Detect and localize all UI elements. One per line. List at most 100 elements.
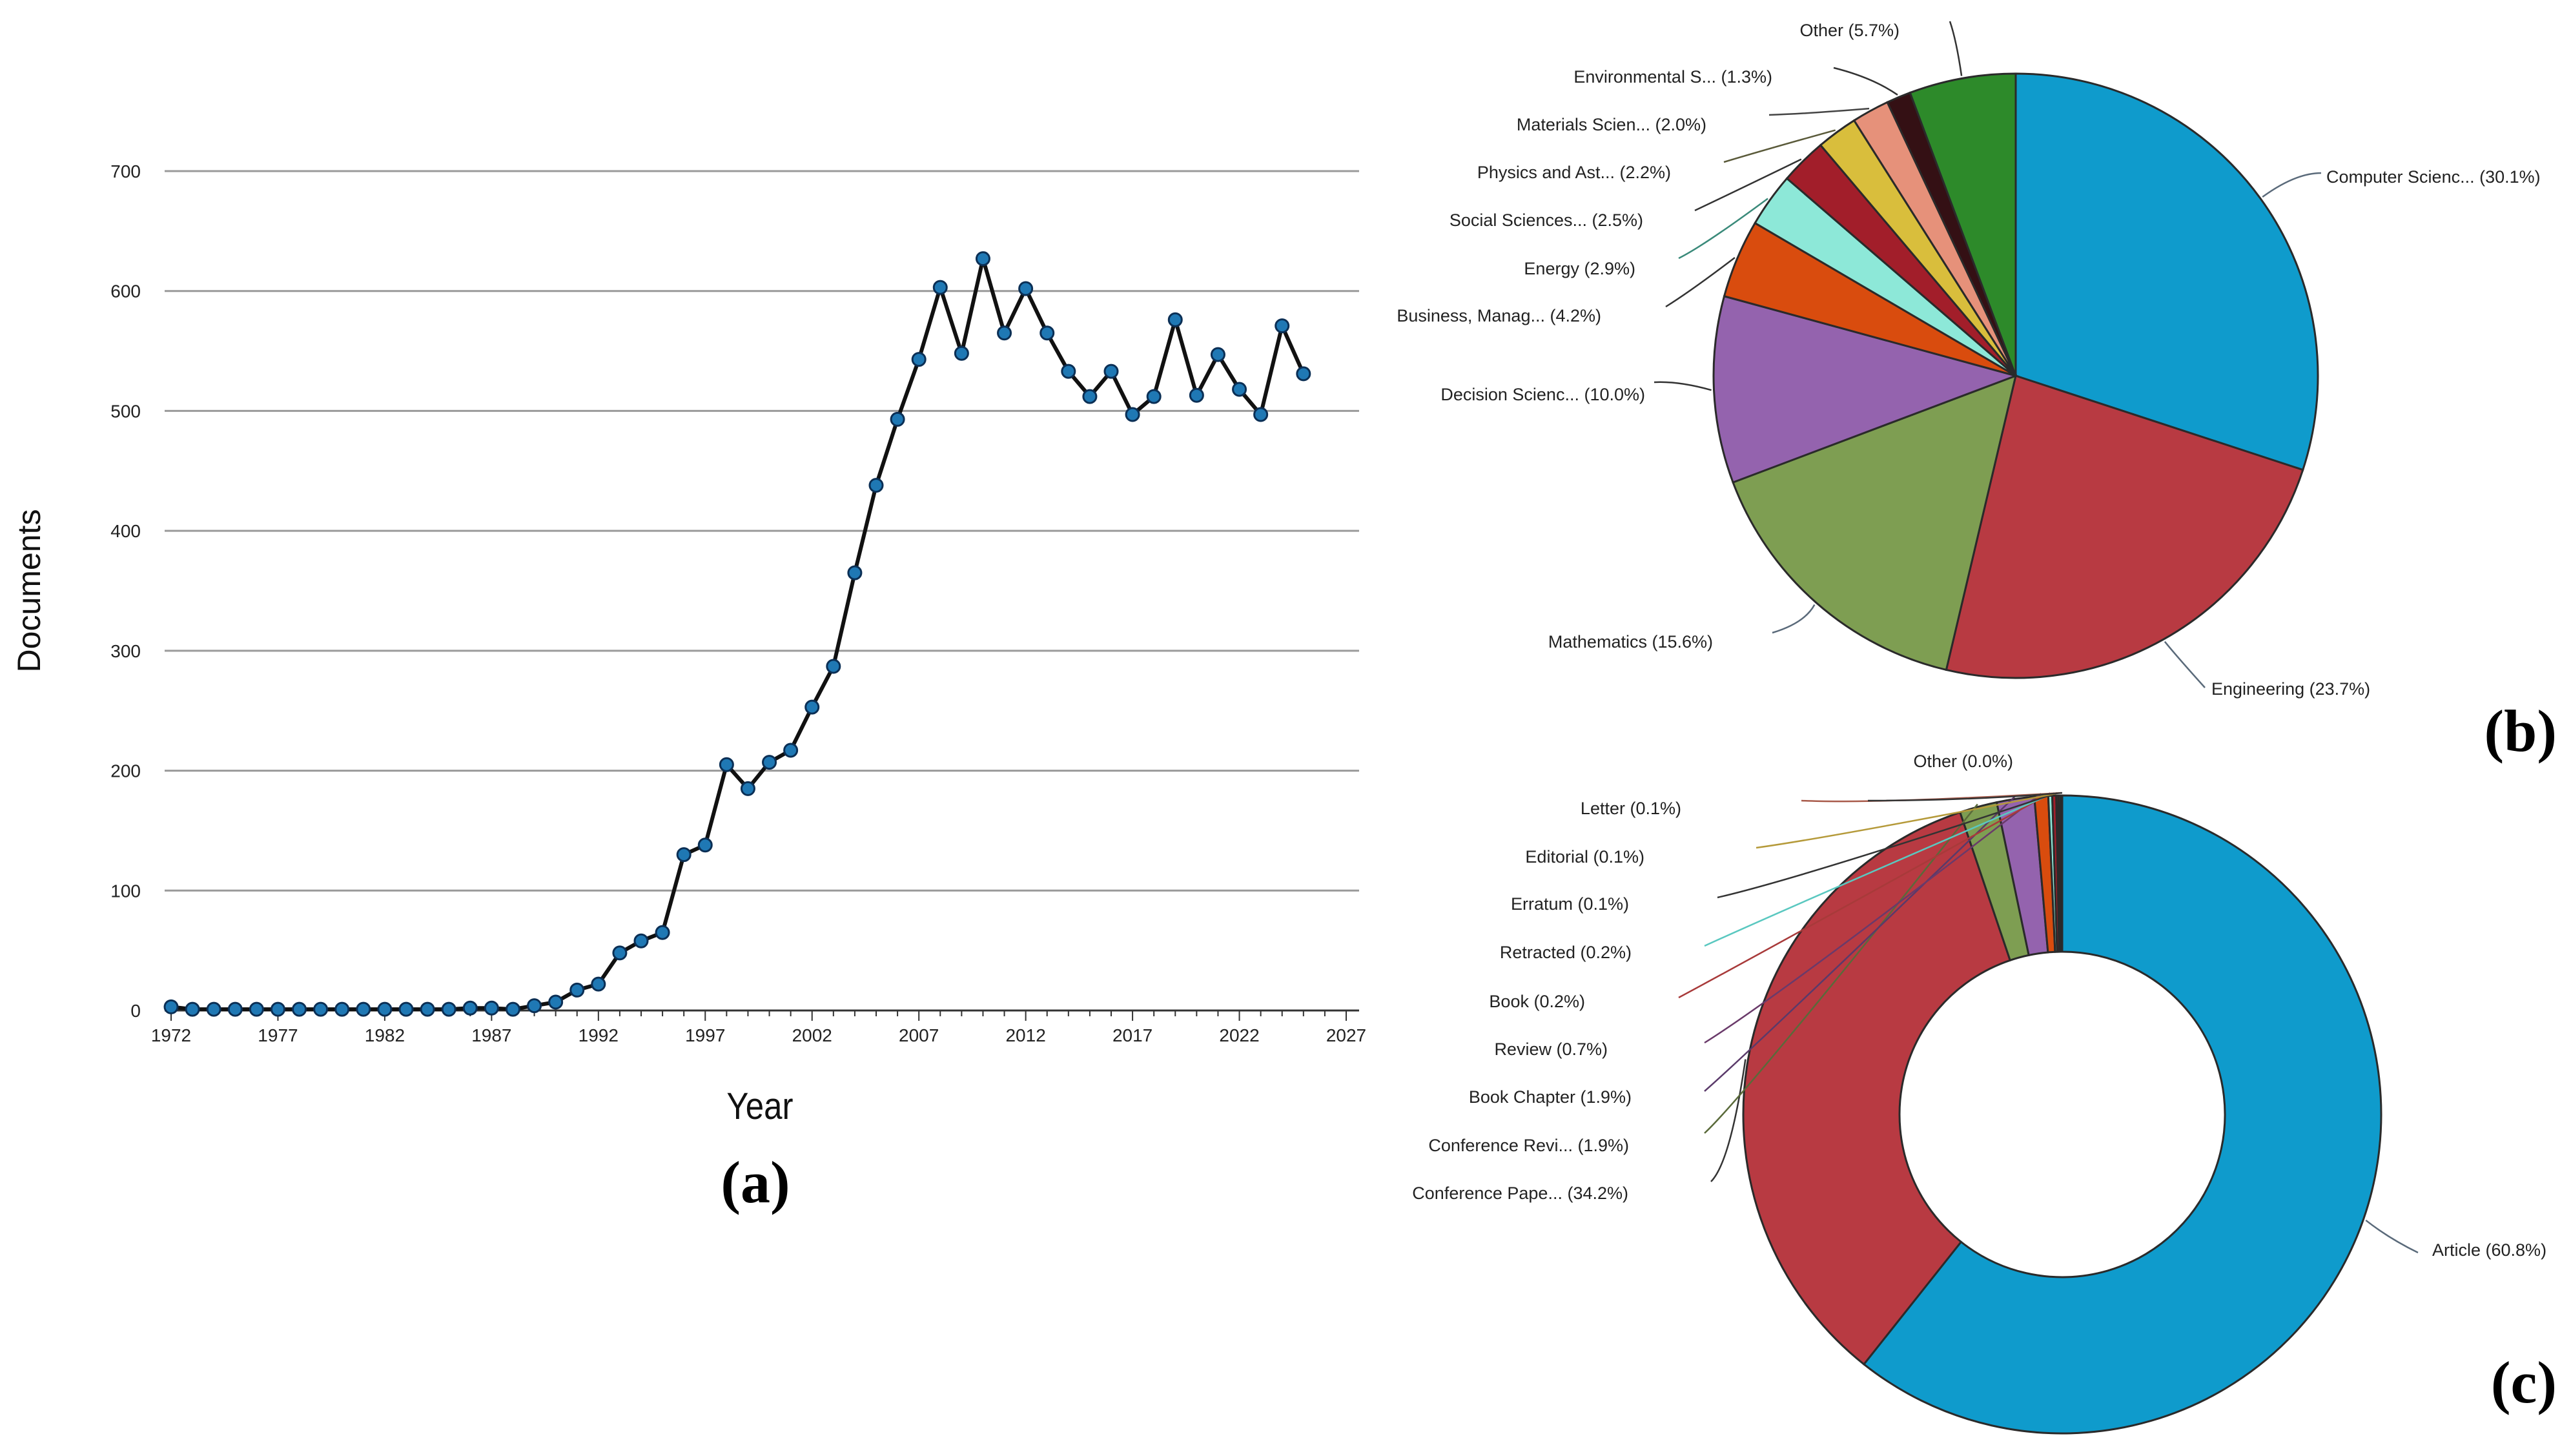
data-point: [1146, 389, 1162, 404]
leader-line: [1704, 793, 2042, 1044]
pie-slice: [1712, 294, 2019, 484]
x-tick-label: 2012: [1005, 1025, 1045, 1045]
slice-label: Physics and Ast... (2.2%): [1477, 163, 1671, 182]
pie-slice: [1732, 374, 2018, 672]
x-axis: 1972 1977 1982 1987 1992 1997 2002 2007 2012 2017…: [151, 1009, 1366, 1045]
leader-line: [1678, 198, 1768, 260]
data-point: [206, 1001, 221, 1017]
data-point: [997, 325, 1012, 341]
slice-label: Decision Scienc... (10.0%): [1440, 385, 1645, 404]
y-tick-label: 300: [110, 641, 141, 661]
leader-line: [1704, 795, 2016, 1092]
data-points: [163, 251, 1311, 1017]
x-tick-label: 2017: [1112, 1025, 1152, 1045]
leader-line: [2262, 172, 2322, 198]
data-point: [783, 743, 799, 758]
data-point: [377, 1001, 393, 1017]
x-axis-label: Year: [726, 1085, 793, 1127]
pie-slice: [1862, 794, 2382, 1435]
slice-label: Article (60.8%): [2432, 1240, 2546, 1260]
y-tick-labels: 0 100 200 300 400 500 600 700: [110, 161, 141, 1021]
y-tick-label: 0: [130, 1001, 141, 1021]
data-point: [612, 945, 628, 961]
data-point: [292, 1001, 307, 1017]
pie-slice: [2059, 794, 2064, 953]
leader-line: [1833, 67, 1898, 96]
data-point: [655, 925, 670, 940]
data-point: [762, 755, 777, 770]
x-tick-label: 1982: [365, 1025, 405, 1045]
y-tick-label: 400: [110, 521, 141, 541]
data-point: [227, 1001, 243, 1017]
slice-label: Conference Pape... (34.2%): [1412, 1184, 1628, 1203]
x-tick-label: 1972: [151, 1025, 191, 1045]
y-tick-label: 600: [110, 282, 141, 302]
data-point: [826, 659, 841, 674]
pie-slice: [1742, 811, 2012, 1366]
x-tick-label: 2002: [792, 1025, 832, 1045]
data-point: [505, 1001, 520, 1017]
leader-line: [1710, 1059, 1746, 1182]
data-point: [1296, 366, 1311, 382]
data-point: [697, 837, 713, 853]
leader-line: [2164, 641, 2206, 688]
leader-line: [1867, 792, 2063, 802]
x-tick-label: 1997: [685, 1025, 725, 1045]
slice-label: Editorial (0.1%): [1525, 847, 1644, 866]
data-point: [890, 411, 905, 427]
data-point: [868, 478, 884, 493]
leader-line: [1723, 129, 1836, 163]
leader-line: [1949, 21, 1963, 76]
series-line: [170, 256, 1306, 1012]
slice-label: Book (0.2%): [1489, 992, 1585, 1011]
slice-label: Conference Revi... (1.9%): [1428, 1136, 1629, 1155]
pie-slice: [1945, 374, 2304, 679]
slice-label: Erratum (0.1%): [1511, 894, 1629, 914]
x-tick-label: 2007: [899, 1025, 939, 1045]
slice-label: Engineering (23.7%): [2211, 679, 2370, 699]
panel-label-a: (a): [721, 1149, 790, 1215]
data-point: [1167, 312, 1183, 327]
data-point: [313, 1001, 329, 1017]
data-point: [1061, 364, 1076, 379]
data-point: [1082, 389, 1098, 404]
data-point: [1103, 364, 1119, 379]
slice-label: Business, Manag... (4.2%): [1397, 306, 1601, 325]
data-point: [676, 847, 691, 863]
panel-label-c: (c): [2491, 1349, 2557, 1415]
leader-line: [1756, 792, 2060, 849]
data-point: [185, 1001, 200, 1017]
slice-label: Energy (2.9%): [1524, 259, 1635, 278]
data-point: [249, 1001, 264, 1017]
y-tick-label: 700: [110, 161, 141, 181]
leader-line: [1772, 604, 1816, 634]
x-tick-label: 1977: [258, 1025, 298, 1045]
data-point: [954, 345, 969, 361]
data-point: [1232, 382, 1247, 397]
pie-slice: [1909, 72, 2017, 376]
data-point: [420, 1001, 435, 1017]
slice-label: Other (0.0%): [1913, 752, 2013, 771]
data-point: [633, 933, 649, 948]
data-point: [356, 1001, 371, 1017]
data-point: [548, 994, 564, 1010]
data-point: [270, 1001, 285, 1017]
x-tick-label: 1987: [471, 1025, 511, 1045]
data-point: [441, 1001, 456, 1017]
slice-label: Materials Scien... (2.0%): [1517, 115, 1706, 134]
leader-line: [1694, 158, 1802, 212]
data-point: [1189, 387, 1204, 403]
document-type-donut-chart: Article (60.8%) Conference Pape... (34.2%…: [1412, 752, 2546, 1435]
leader-line: [1654, 381, 1712, 391]
y-tick-label: 100: [110, 881, 141, 901]
data-point: [1275, 318, 1290, 334]
data-point: [1253, 407, 1269, 422]
y-tick-label: 500: [110, 401, 141, 421]
subject-area-pie-chart: Computer Scienc... (30.1%) Engineering (2…: [1397, 21, 2540, 699]
leader-line: [1678, 792, 2051, 999]
slice-label: Book Chapter (1.9%): [1469, 1087, 1632, 1107]
slice-label: Computer Scienc... (30.1%): [2326, 167, 2541, 187]
slice-label: Other (5.7%): [1799, 21, 1900, 40]
